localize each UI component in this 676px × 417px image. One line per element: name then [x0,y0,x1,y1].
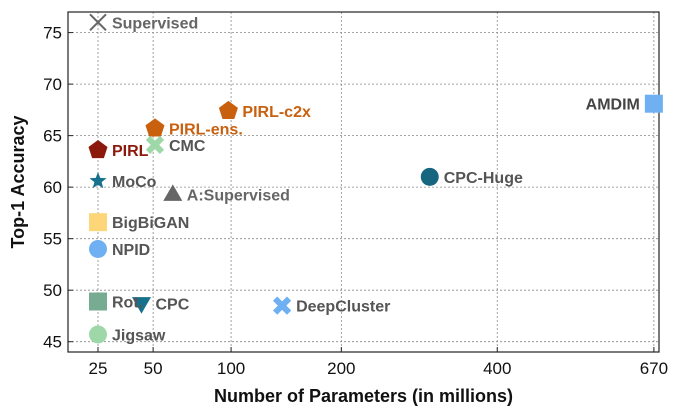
plot-frame [67,11,660,353]
a-supervised-label: A:Supervised [187,187,290,204]
axes: 25 50 100 200 400 670 45 50 55 60 65 70 75 [43,11,668,378]
npid-marker [88,239,107,258]
y-tick-label: 75 [43,24,62,43]
a-supervised-marker [163,184,183,201]
cmc-marker [145,135,165,155]
pirl-ens-marker [145,118,165,137]
bigbigan-label: BigBiGAN [112,215,189,232]
moco-label: MoCo [112,174,157,191]
pirl-c2x-marker [218,100,238,119]
jigsaw-marker [88,325,107,344]
y-tick-label: 65 [43,127,62,146]
x-tick-label: 200 [327,359,355,378]
deepcluster-label: DeepCluster [296,299,390,316]
pirl-label: PIRL [112,143,149,160]
rot-label: Rot. [112,295,143,312]
jigsaw-label: Jigsaw [112,327,166,344]
moco-marker [89,171,107,189]
rot-marker [88,292,107,311]
x-tick-label: 100 [217,359,245,378]
y-tick-label: 45 [43,333,62,352]
y-tick-label: 50 [43,281,62,300]
amdim-label: AMDIM [586,97,640,114]
y-tick-label: 60 [43,178,62,197]
x-tick-label: 25 [89,359,108,378]
grid [68,12,659,352]
x-axis-title: Number of Parameters (in millions) [214,386,513,406]
cpc-huge-marker [420,167,439,186]
npid-label: NPID [112,242,150,259]
pirl-ens-label: PIRL-ens. [169,121,243,138]
cpc-marker [131,297,151,314]
pirl-marker [88,140,108,159]
y-tick-label: 55 [43,230,62,249]
y-axis-title: Top-1 Accuracy [8,115,28,248]
supervised-label: Supervised [112,15,198,32]
x-tick-label: 400 [483,359,511,378]
cmc-label: CMC [169,138,206,155]
cmc-marker-stroke [145,135,165,155]
supervised-marker [89,13,107,32]
cpc-label: CPC [155,297,189,314]
x-tick-label: 50 [144,359,163,378]
amdim-marker [644,94,663,113]
y-tick-label: 70 [43,75,62,94]
bigbigan-marker [88,213,107,232]
x-tick-label: 670 [640,359,668,378]
cpc-huge-label: CPC-Huge [444,170,523,187]
data-points [88,13,663,344]
deepcluster-marker-stroke [272,296,292,315]
deepcluster-marker [272,296,292,315]
supervised-marker-stroke [89,13,107,32]
pirl-c2x-label: PIRL-c2x [242,104,311,121]
